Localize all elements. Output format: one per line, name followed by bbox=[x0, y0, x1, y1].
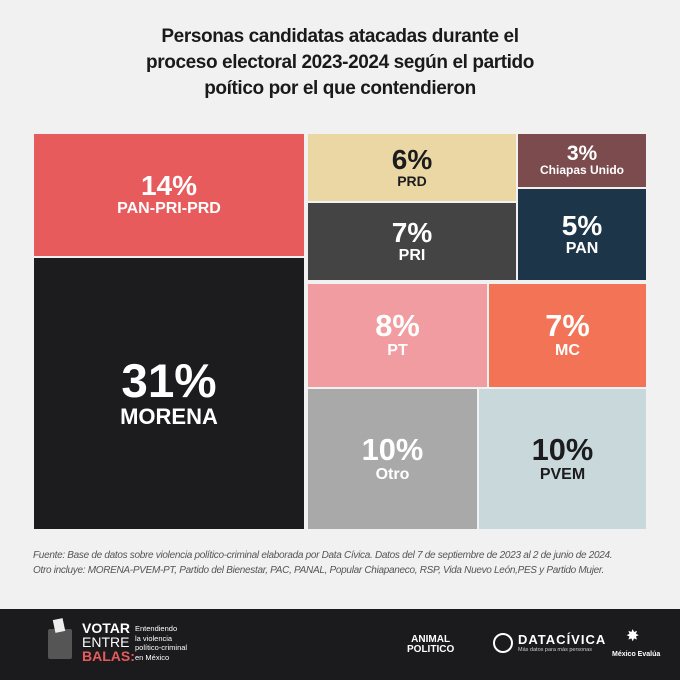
notes: Fuente: Base de datos sobre violencia po… bbox=[33, 548, 613, 578]
star-icon: ✸ bbox=[626, 628, 640, 645]
title-line: poítico por el que contendieron bbox=[204, 78, 476, 99]
treemap-cell-mc: 7% MC bbox=[488, 283, 647, 388]
source-note: Fuente: Base de datos sobre violencia po… bbox=[33, 550, 613, 561]
cell-percent: 14% bbox=[140, 170, 198, 202]
datacivica-logo: DATACÍVICA Más datos para más personas bbox=[518, 632, 606, 653]
cell-label: Otro bbox=[375, 465, 410, 483]
other-note: Otro incluye: MORENA-PVEM-PT, Partido de… bbox=[33, 565, 605, 576]
cell-label: MORENA bbox=[120, 404, 218, 430]
treemap-cell-pri: 7% PRI bbox=[307, 202, 517, 281]
cell-label: PRD bbox=[397, 172, 427, 189]
ballot-icon bbox=[52, 618, 66, 633]
logo-line: BALAS: bbox=[82, 648, 135, 664]
ballot-box-icon bbox=[48, 629, 72, 659]
treemap-cell-pan: 5% PAN bbox=[517, 188, 647, 281]
treemap-cell-pan-pri-prd: 14% PAN-PRI-PRD bbox=[33, 133, 305, 257]
mexico-evalua-logo: México Evalúa bbox=[612, 651, 661, 658]
cell-label: PRI bbox=[398, 246, 426, 264]
cell-label: MC bbox=[555, 342, 580, 360]
datacivica-name: DATACÍVICA bbox=[518, 632, 607, 647]
cell-percent: 31% bbox=[121, 354, 217, 408]
tagline-line: Entendiendo bbox=[135, 624, 178, 633]
logo-line: VOTAR bbox=[82, 620, 130, 636]
title-line: Personas candidatas atacadas durante el bbox=[161, 26, 519, 47]
cell-percent: 7% bbox=[545, 308, 590, 344]
treemap-cell-chiapas-unido: 3% Chiapas Unido bbox=[517, 133, 647, 188]
cell-percent: 7% bbox=[391, 216, 433, 248]
tagline: Entendiendo la violencia político-crimin… bbox=[135, 624, 187, 662]
treemap-cell-prd: 6% PRD bbox=[307, 133, 517, 202]
cell-label: Chiapas Unido bbox=[539, 163, 624, 178]
logo-line: ANIMAL bbox=[411, 634, 451, 645]
title-line: proceso electoral 2023-2024 según el par… bbox=[146, 52, 534, 73]
cell-label: PVEM bbox=[539, 465, 586, 483]
treemap-cell-otro: 10% Otro bbox=[307, 388, 478, 530]
cell-percent: 3% bbox=[566, 142, 598, 166]
logo-line: POLITICO bbox=[407, 644, 455, 655]
datacivica-icon bbox=[493, 633, 513, 653]
tagline-line: político-criminal bbox=[135, 643, 188, 652]
treemap: 14% PAN-PRI-PRD 31% MORENA 6% PRD 7% PRI 3% Chiap… bbox=[33, 133, 647, 530]
treemap-cell-pvem: 10% PVEM bbox=[478, 388, 647, 530]
cell-label: PAN-PRI-PRD bbox=[117, 200, 221, 218]
votar-logo: VOTAR ENTRE BALAS: bbox=[82, 621, 135, 663]
animal-politico-logo: ANIMAL POLITICO bbox=[407, 635, 454, 655]
cell-percent: 10% bbox=[361, 431, 424, 467]
cell-percent: 5% bbox=[561, 209, 603, 241]
cell-percent: 10% bbox=[531, 431, 594, 467]
tagline-line: la violencia bbox=[135, 633, 173, 643]
cell-label: PAN bbox=[565, 239, 599, 257]
cell-percent: 8% bbox=[375, 308, 420, 344]
cell-percent: 6% bbox=[391, 143, 433, 175]
cell-label: PT bbox=[387, 342, 408, 360]
datacivica-tagline: Más datos para más personas bbox=[518, 647, 592, 653]
treemap-cell-pt: 8% PT bbox=[307, 283, 488, 388]
footer: VOTAR ENTRE BALAS: Entendiendo la violen… bbox=[0, 609, 680, 680]
logo-line: ENTRE bbox=[82, 634, 130, 650]
chart-title: Personas candidatas atacadas durante el … bbox=[0, 24, 680, 102]
tagline-line: en México bbox=[135, 652, 170, 662]
treemap-cell-morena: 31% MORENA bbox=[33, 257, 305, 530]
